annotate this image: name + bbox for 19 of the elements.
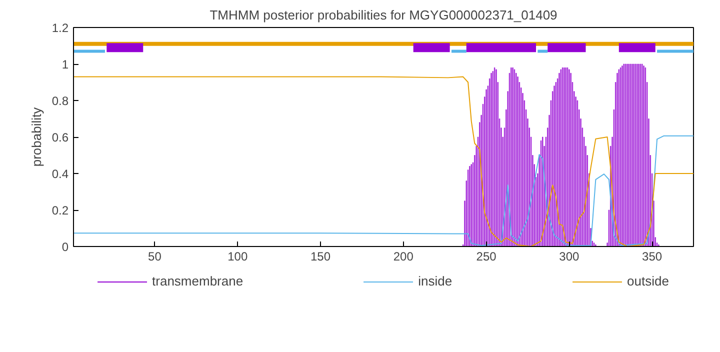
y-tick-label: 0.2 bbox=[52, 204, 69, 218]
y-tick-label: 0.8 bbox=[52, 94, 69, 108]
y-axis-title: probability bbox=[28, 106, 44, 167]
chart-title: TMHMM posterior probabilities for MGYG000002371_01409 bbox=[210, 8, 558, 22]
y-tick-label: 0 bbox=[62, 240, 69, 254]
x-tick-label: 350 bbox=[642, 250, 662, 264]
x-tick-label: 300 bbox=[559, 250, 580, 264]
y-tick-label: 1.2 bbox=[52, 21, 69, 35]
x-tick-label: 100 bbox=[228, 250, 248, 264]
legend-label: transmembrane bbox=[152, 274, 244, 288]
x-tick-label: 50 bbox=[148, 250, 162, 264]
y-tick-label: 0.6 bbox=[52, 130, 69, 144]
x-tick-label: 150 bbox=[310, 250, 331, 264]
legend-label: inside bbox=[418, 274, 452, 288]
legend-label: outside bbox=[627, 274, 669, 288]
y-tick-label: 0.4 bbox=[52, 167, 69, 181]
y-tick-label: 1 bbox=[62, 58, 69, 72]
x-tick-label: 250 bbox=[476, 250, 497, 264]
x-tick-label: 200 bbox=[393, 250, 414, 264]
